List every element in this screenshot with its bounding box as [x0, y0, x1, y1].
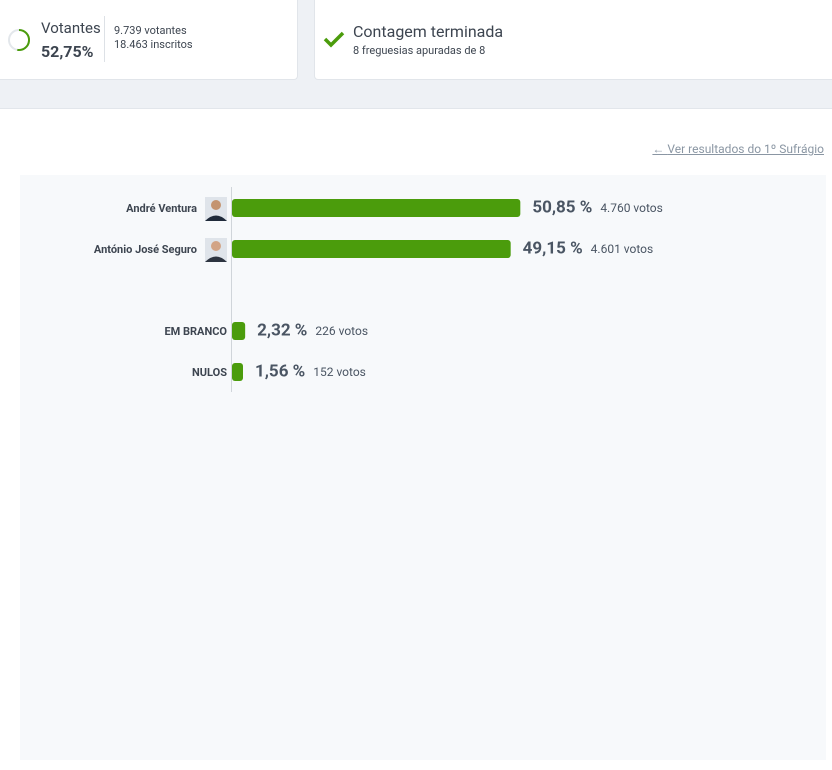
category-label: António José Seguro	[94, 243, 197, 256]
category-label: EM BRANCO	[164, 325, 227, 338]
bar	[232, 240, 511, 258]
votes-label: 4.601 votos	[591, 242, 654, 256]
status-detail: 8 freguesias apuradas de 8	[353, 44, 486, 57]
votes-label: 226 votos	[315, 324, 368, 338]
category-label: André Ventura	[126, 202, 197, 215]
value-label: 49,15 %	[523, 238, 583, 258]
voters-label: Votantes	[41, 19, 101, 37]
divider	[104, 16, 105, 62]
value-label: 2,32 %	[257, 320, 307, 340]
votes-label: 152 votos	[313, 365, 366, 379]
status-card: Contagem terminada 8 freguesias apuradas…	[314, 0, 832, 80]
chart-panel	[20, 175, 826, 760]
first-round-link-text[interactable]: Ver resultados do 1º Sufrágio	[667, 142, 824, 156]
photo	[205, 197, 227, 221]
category-label: NULOS	[192, 366, 227, 379]
voters-card: Votantes 52,75% 9.739 votantes 18.463 in…	[0, 0, 298, 80]
bar	[232, 322, 246, 340]
value-label: 50,85 %	[532, 197, 592, 217]
check-icon	[323, 31, 345, 48]
voters-count: 9.739 votantes	[114, 24, 187, 37]
status-title: Contagem terminada	[353, 22, 504, 41]
photo	[205, 238, 227, 262]
turnout-ring	[8, 28, 31, 51]
first-round-link[interactable]: ← Ver resultados do 1º Sufrágio	[652, 142, 824, 156]
registered-count: 18.463 inscritos	[114, 38, 193, 51]
bar	[232, 363, 243, 381]
bar	[232, 199, 521, 217]
value-label: 1,56 %	[255, 361, 305, 381]
votes-label: 4.760 votos	[600, 201, 663, 215]
voters-pct: 52,75%	[41, 42, 94, 61]
